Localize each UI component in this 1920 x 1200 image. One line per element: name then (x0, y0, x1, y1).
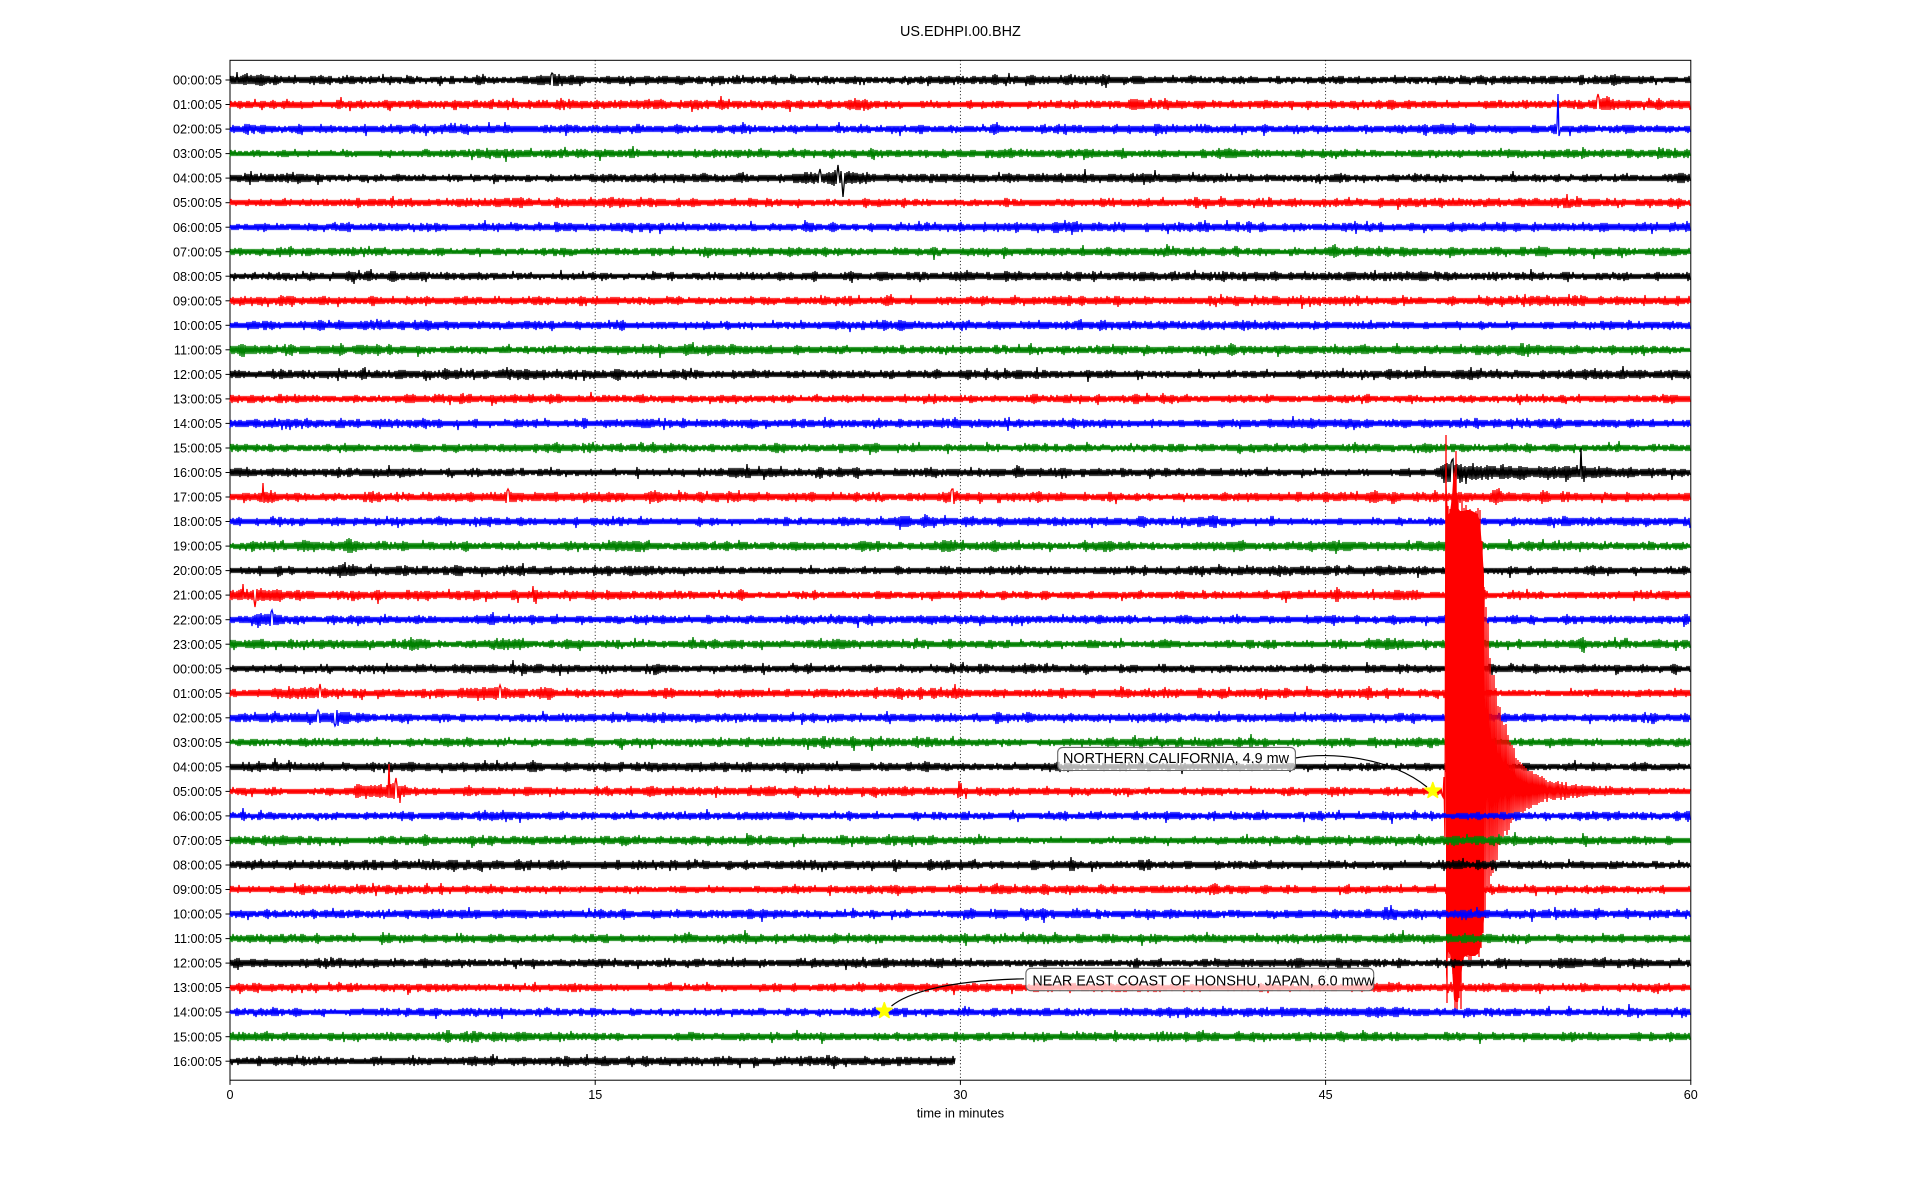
svg-text:09:00:05: 09:00:05 (173, 294, 222, 308)
svg-text:US.EDHPI.00.BHZ: US.EDHPI.00.BHZ (900, 24, 1021, 40)
svg-text:10:00:05: 10:00:05 (173, 908, 222, 922)
svg-text:04:00:05: 04:00:05 (173, 760, 222, 774)
svg-text:11:00:05: 11:00:05 (174, 343, 222, 357)
svg-text:08:00:05: 08:00:05 (173, 270, 222, 284)
svg-text:06:00:05: 06:00:05 (173, 221, 222, 235)
svg-text:60: 60 (1684, 1088, 1698, 1102)
svg-text:01:00:05: 01:00:05 (173, 687, 222, 701)
svg-text:16:00:05: 16:00:05 (173, 1055, 222, 1069)
svg-text:07:00:05: 07:00:05 (173, 245, 222, 259)
svg-text:12:00:05: 12:00:05 (173, 957, 222, 971)
svg-text:NEAR EAST COAST OF HONSHU, JAP: NEAR EAST COAST OF HONSHU, JAPAN, 6.0 mw… (1032, 973, 1375, 989)
svg-text:11:00:05: 11:00:05 (174, 932, 222, 946)
svg-text:02:00:05: 02:00:05 (173, 123, 222, 137)
svg-text:30: 30 (953, 1088, 967, 1102)
svg-text:23:00:05: 23:00:05 (173, 638, 222, 652)
svg-text:45: 45 (1319, 1088, 1333, 1102)
svg-text:17:00:05: 17:00:05 (173, 491, 222, 505)
svg-text:03:00:05: 03:00:05 (173, 147, 222, 161)
svg-text:14:00:05: 14:00:05 (173, 1006, 222, 1020)
svg-text:18:00:05: 18:00:05 (173, 515, 222, 529)
svg-text:20:00:05: 20:00:05 (173, 564, 222, 578)
svg-text:05:00:05: 05:00:05 (173, 785, 222, 799)
svg-text:10:00:05: 10:00:05 (173, 319, 222, 333)
svg-text:02:00:05: 02:00:05 (173, 711, 222, 725)
svg-text:07:00:05: 07:00:05 (173, 834, 222, 848)
svg-text:21:00:05: 21:00:05 (173, 589, 222, 603)
svg-text:19:00:05: 19:00:05 (173, 540, 222, 554)
svg-text:13:00:05: 13:00:05 (173, 981, 222, 995)
svg-text:time in minutes: time in minutes (917, 1106, 1005, 1121)
svg-text:22:00:05: 22:00:05 (173, 613, 222, 627)
svg-text:16:00:05: 16:00:05 (173, 466, 222, 480)
svg-text:04:00:05: 04:00:05 (173, 172, 222, 186)
svg-text:12:00:05: 12:00:05 (173, 368, 222, 382)
svg-text:13:00:05: 13:00:05 (173, 393, 222, 407)
svg-text:15:00:05: 15:00:05 (173, 1030, 222, 1044)
svg-text:00:00:05: 00:00:05 (173, 74, 222, 88)
svg-text:NORTHERN CALIFORNIA, 4.9 mw: NORTHERN CALIFORNIA, 4.9 mw (1063, 751, 1290, 767)
svg-text:06:00:05: 06:00:05 (173, 810, 222, 824)
svg-text:15: 15 (588, 1088, 602, 1102)
svg-text:03:00:05: 03:00:05 (173, 736, 222, 750)
svg-text:09:00:05: 09:00:05 (173, 883, 222, 897)
svg-text:05:00:05: 05:00:05 (173, 196, 222, 210)
svg-text:00:00:05: 00:00:05 (173, 662, 222, 676)
svg-text:08:00:05: 08:00:05 (173, 859, 222, 873)
svg-text:15:00:05: 15:00:05 (173, 442, 222, 456)
svg-text:0: 0 (226, 1088, 233, 1102)
svg-text:14:00:05: 14:00:05 (173, 417, 222, 431)
svg-text:01:00:05: 01:00:05 (173, 98, 222, 112)
